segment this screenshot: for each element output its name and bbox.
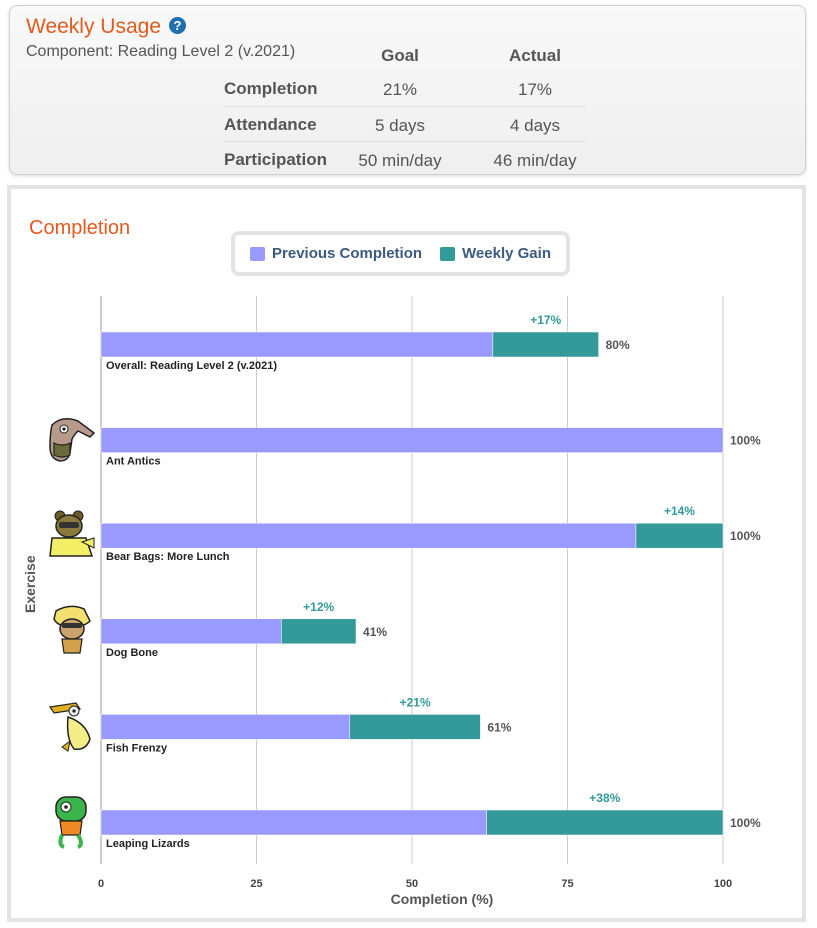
usage-row-attendance: Attendance 5 days 4 days: [224, 106, 586, 141]
x-tick-label: 75: [561, 878, 573, 890]
gain-data-label: +38%: [589, 791, 620, 805]
usage-row-label: Participation: [224, 150, 327, 169]
goal-column-header: Goal: [381, 46, 419, 65]
category-label: Fish Frenzy: [106, 742, 168, 754]
legend-swatch-previous: [250, 246, 266, 261]
bar-weekly-gain: [486, 809, 724, 836]
x-tick-label: 50: [406, 878, 418, 890]
usage-goal-value: 5 days: [374, 116, 426, 135]
total-data-label: 61%: [487, 720, 511, 734]
legend-item-gain[interactable]: Weekly Gain: [440, 245, 551, 262]
usage-goal-value: 21%: [382, 80, 418, 99]
legend-label-gain: Weekly Gain: [462, 245, 551, 262]
actual-column-header: Actual: [509, 46, 561, 65]
usage-row-label: Attendance: [224, 115, 317, 134]
category-label: Bear Bags: More Lunch: [106, 551, 230, 563]
x-tick-label: 0: [98, 878, 104, 890]
total-data-label: 80%: [606, 338, 630, 352]
x-tick-label: 100: [714, 878, 732, 890]
anteater-avatar-icon: [49, 418, 96, 462]
bar-previous-completion: [100, 331, 494, 358]
usage-actual-value: 4 days: [509, 116, 561, 135]
chart-title: Completion: [29, 217, 131, 239]
gain-data-label: +12%: [303, 600, 334, 614]
gain-data-label: +17%: [530, 313, 561, 327]
bar-weekly-gain: [349, 714, 481, 740]
category-label: Dog Bone: [106, 647, 158, 659]
weekly-usage-heading: Weekly Usage: [26, 15, 162, 38]
bar-previous-completion: [100, 714, 351, 740]
total-data-label: 100%: [730, 434, 761, 448]
category-label: Leaping Lizards: [106, 838, 190, 850]
gain-data-label: +21%: [400, 695, 431, 709]
question-circle-icon[interactable]: ?: [169, 17, 187, 34]
total-data-label: 100%: [730, 529, 761, 543]
legend-item-previous[interactable]: Previous Completion: [250, 245, 422, 262]
usage-goal-value: 50 min/day: [358, 151, 442, 170]
weekly-usage-panel: Weekly Usage ? Component: Reading Level …: [9, 5, 806, 175]
completion-chart-panel: [7, 185, 806, 922]
bear-avatar-icon: [49, 510, 95, 557]
chart-legend: Previous Completion Weekly Gain: [231, 231, 570, 276]
category-label: Overall: Reading Level 2 (v.2021): [106, 360, 277, 372]
bar-previous-completion: [100, 522, 637, 549]
usage-actual-value: 17%: [517, 80, 553, 99]
weekly-usage-title: Weekly Usage ?: [26, 15, 187, 39]
total-data-label: 100%: [730, 816, 761, 830]
total-data-label: 41%: [363, 625, 387, 639]
legend-label-previous: Previous Completion: [272, 245, 423, 262]
legend-swatch-gain: [440, 246, 456, 261]
bar-previous-completion: [100, 618, 282, 645]
bar-weekly-gain: [492, 331, 599, 358]
bar-previous-completion: [100, 427, 724, 453]
lizard-avatar-icon: [55, 796, 87, 849]
dog-avatar-icon: [53, 605, 91, 654]
gain-data-label: +14%: [664, 504, 695, 518]
usage-row-participation: Participation 50 min/day 46 min/day: [224, 141, 586, 176]
x-tick-label: 25: [250, 878, 262, 890]
pelican-avatar-icon: [48, 702, 91, 752]
bar-previous-completion: [100, 809, 487, 836]
x-axis-title: Completion (%): [390, 891, 494, 907]
usage-actual-value: 46 min/day: [493, 151, 577, 170]
component-label: Component: Reading Level 2 (v.2021): [26, 43, 296, 60]
usage-row-label: Completion: [224, 79, 318, 98]
category-label: Ant Antics: [106, 456, 161, 468]
bar-weekly-gain: [635, 522, 724, 549]
usage-row-completion: Completion 21% 17%: [224, 71, 586, 106]
bar-weekly-gain: [281, 618, 357, 645]
